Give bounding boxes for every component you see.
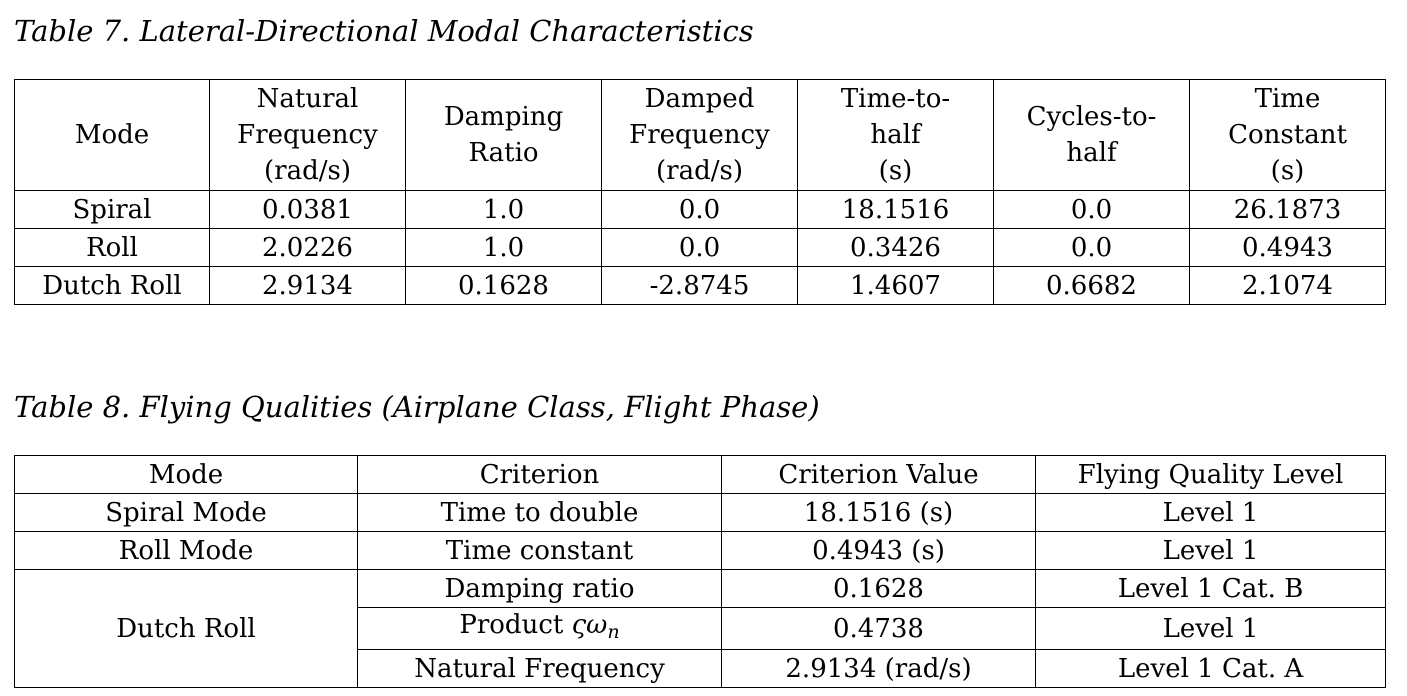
criterion-prefix: Product xyxy=(459,610,572,640)
table-cell: 2.9134 xyxy=(209,266,406,305)
table-cell: 2.0226 xyxy=(209,228,406,267)
table-cell: 0.3426 xyxy=(797,228,994,267)
table-cell: Level 1 xyxy=(1035,607,1386,650)
header-mode: Mode xyxy=(14,79,210,191)
table-cell: Level 1 Cat. B xyxy=(1035,569,1386,608)
flying-qualities-table: Mode Criterion Criterion Value Flying Qu… xyxy=(14,455,1386,688)
table-cell: Natural Frequency xyxy=(357,649,722,688)
header-criterion-value: Criterion Value xyxy=(721,455,1036,494)
table-cell-dutch-roll-mode: Dutch Roll xyxy=(14,569,358,688)
table-cell: 2.1074 xyxy=(1189,266,1386,305)
table-cell: 0.1628 xyxy=(721,569,1036,608)
table-cell: 0.6682 xyxy=(993,266,1190,305)
table-cell: 0.0 xyxy=(993,228,1190,267)
table-cell: 1.4607 xyxy=(797,266,994,305)
header-mode: Mode xyxy=(14,455,358,494)
table-cell: 0.4738 xyxy=(721,607,1036,650)
header-damping-ratio: Damping Ratio xyxy=(405,79,602,191)
table-cell: 0.0 xyxy=(993,190,1190,229)
table-cell: Level 1 Cat. A xyxy=(1035,649,1386,688)
table-row-dutch-roll-damping: Dutch Roll Damping ratio 0.1628 Level 1 … xyxy=(14,569,1386,688)
table-cell: Level 1 xyxy=(1035,531,1386,570)
table-row-spiral-mode: Spiral Mode Time to double 18.1516 (s) L… xyxy=(14,493,1386,532)
header-damped-frequency: Damped Frequency (rad/s) xyxy=(601,79,798,191)
table-cell: 18.1516 (s) xyxy=(721,493,1036,532)
table-row-spiral: Spiral 0.0381 1.0 0.0 18.1516 0.0 26.187… xyxy=(14,190,1386,229)
header-time-constant: Time Constant (s) xyxy=(1189,79,1386,191)
table-header-row: Mode Criterion Criterion Value Flying Qu… xyxy=(14,455,1386,494)
table-cell: Dutch Roll xyxy=(14,266,210,305)
table-cell: Spiral xyxy=(14,190,210,229)
table-header-row: Mode Natural Frequency (rad/s) Damping R… xyxy=(14,79,1386,191)
table-cell: 1.0 xyxy=(405,190,602,229)
table-cell: Spiral Mode xyxy=(14,493,358,532)
table-row-dutch-roll-natural-frequency: Natural Frequency 2.9134 (rad/s) Level 1… xyxy=(15,649,1386,688)
criterion-subscript: n xyxy=(607,621,620,643)
table-cell: Roll xyxy=(14,228,210,267)
table-cell: Roll Mode xyxy=(14,531,358,570)
table-7-caption: Table 7. Lateral-Directional Modal Chara… xyxy=(14,14,754,48)
table-cell: Level 1 xyxy=(1035,493,1386,532)
table-cell: Time to double xyxy=(357,493,722,532)
table-cell: 0.0 xyxy=(601,190,798,229)
table-cell: -2.8745 xyxy=(601,266,798,305)
table-cell: 0.4943 xyxy=(1189,228,1386,267)
table-cell: Time constant xyxy=(357,531,722,570)
table-cell: Damping ratio xyxy=(357,569,722,608)
header-cycles-to-half: Cycles-to- half xyxy=(993,79,1190,191)
table-row-dutch-roll: Dutch Roll 2.9134 0.1628 -2.8745 1.4607 … xyxy=(14,266,1386,305)
table-cell: 2.9134 (rad/s) xyxy=(721,649,1036,688)
criterion-symbol: ςω xyxy=(571,610,608,640)
table-8-caption: Table 8. Flying Qualities (Airplane Clas… xyxy=(14,390,820,424)
table-cell: Product ςωn xyxy=(357,607,722,650)
table-row-roll: Roll 2.0226 1.0 0.0 0.3426 0.0 0.4943 xyxy=(14,228,1386,267)
table-row-roll-mode: Roll Mode Time constant 0.4943 (s) Level… xyxy=(14,531,1386,570)
header-criterion: Criterion xyxy=(357,455,722,494)
table-cell: 0.1628 xyxy=(405,266,602,305)
table-cell: 18.1516 xyxy=(797,190,994,229)
table-row-dutch-roll-product: Product ςωn 0.4738 Level 1 xyxy=(15,607,1386,650)
table-cell: 26.1873 xyxy=(1189,190,1386,229)
table-cell: 0.0 xyxy=(601,228,798,267)
header-time-to-half: Time-to- half (s) xyxy=(797,79,994,191)
table-cell: 0.4943 (s) xyxy=(721,531,1036,570)
table-cell: 1.0 xyxy=(405,228,602,267)
header-natural-frequency: Natural Frequency (rad/s) xyxy=(209,79,406,191)
header-flying-quality-level: Flying Quality Level xyxy=(1035,455,1386,494)
table-cell: 0.0381 xyxy=(209,190,406,229)
modal-characteristics-table: Mode Natural Frequency (rad/s) Damping R… xyxy=(14,79,1386,305)
